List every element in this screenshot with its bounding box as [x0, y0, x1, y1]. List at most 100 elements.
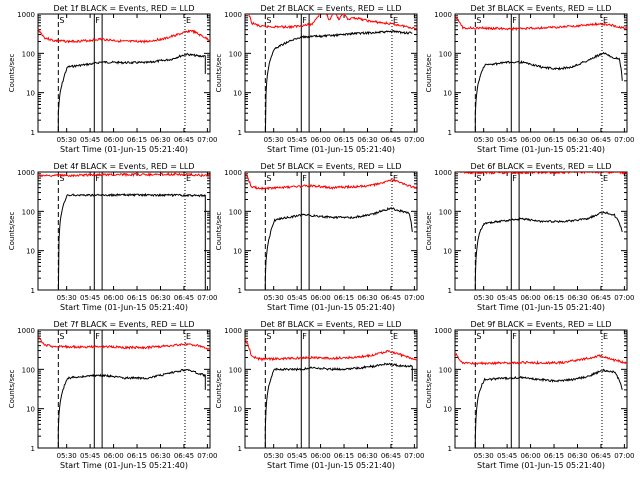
y-tick-label: 1000 [434, 169, 452, 177]
x-tick-label: 06:15 [334, 452, 354, 460]
panel-det-2: Det 2f BLACK = Events, RED = LLD 05:30 05:… [215, 4, 424, 154]
y-tick-label: 10 [233, 90, 242, 98]
series-lld [38, 28, 210, 44]
marker-label-e: E [603, 16, 608, 25]
x-tick-label: 06:30 [357, 452, 377, 460]
x-tick-label: 06:00 [520, 136, 540, 144]
x-tick-label: 06:00 [310, 136, 330, 144]
panel-title: Det 3f BLACK = Events, RED = LLD [470, 4, 611, 13]
x-tick-label: 05:30 [264, 136, 284, 144]
panel-title: Det 9f BLACK = Events, RED = LLD [470, 320, 611, 329]
series-lld [38, 336, 210, 351]
x-tick-label: 07:00 [404, 294, 424, 302]
x-tick-label: 06:45 [591, 136, 611, 144]
x-tick-label: 06:45 [381, 136, 401, 144]
x-tick-label: 06:45 [381, 452, 401, 460]
marker-label-f: F [302, 332, 307, 341]
y-tick-label: 1000 [434, 327, 452, 335]
series-events [264, 29, 413, 132]
x-tick-label: 06:15 [544, 136, 564, 144]
x-tick-label: 05:30 [264, 294, 284, 302]
x-tick-label: 07:00 [404, 136, 424, 144]
x-axis-label: Start Time (01-Jun-15 05:21:40) [60, 303, 188, 312]
marker-label-s: S [59, 332, 64, 341]
y-tick-label: 10 [443, 248, 452, 256]
x-tick-label: 06:15 [334, 136, 354, 144]
x-tick-label: 05:45 [497, 136, 517, 144]
x-tick-label: 06:45 [591, 452, 611, 460]
series-events [474, 51, 623, 132]
axes-frame [454, 171, 628, 291]
series-lld [245, 337, 417, 362]
axes-frame [454, 13, 628, 133]
series-events [57, 192, 206, 290]
y-axis-label: Counts/sec [425, 370, 433, 409]
x-axis-label: Start Time (01-Jun-15 05:21:40) [267, 461, 395, 470]
x-tick-label: 06:00 [103, 136, 123, 144]
y-axis-label: Counts/sec [215, 54, 223, 93]
x-tick-label: 06:00 [310, 294, 330, 302]
marker-label-e: E [393, 332, 398, 341]
y-tick-label: 1000 [434, 11, 452, 19]
y-tick-label: 1 [448, 129, 452, 137]
y-tick-label: 10 [26, 406, 35, 414]
x-tick-label: 06:15 [334, 294, 354, 302]
y-tick-label: 1000 [224, 327, 242, 335]
x-tick-label: 05:45 [80, 452, 100, 460]
marker-label-s: S [476, 174, 481, 183]
x-tick-label: 05:45 [497, 294, 517, 302]
x-tick-label: 07:00 [614, 452, 634, 460]
x-tick-label: 06:15 [127, 136, 147, 144]
x-tick-label: 06:00 [520, 294, 540, 302]
x-axis-label: Start Time (01-Jun-15 05:21:40) [60, 145, 188, 154]
panel-title: Det 2f BLACK = Events, RED = LLD [260, 4, 401, 13]
axes-frame [244, 13, 418, 133]
marker-label-e: E [186, 174, 191, 183]
marker-label-f: F [302, 16, 307, 25]
marker-label-f: F [95, 332, 100, 341]
y-tick-label: 100 [439, 366, 452, 374]
marker-label-e: E [186, 332, 191, 341]
axes-frame [37, 13, 211, 133]
marker-label-s: S [266, 174, 271, 183]
x-tick-label: 06:30 [150, 136, 170, 144]
panel-det-7: Det 7f BLACK = Events, RED = LLD 05:30 05:… [8, 320, 217, 470]
y-tick-label: 10 [443, 406, 452, 414]
y-tick-label: 10 [26, 90, 35, 98]
x-tick-label: 05:30 [474, 294, 494, 302]
x-tick-label: 06:30 [150, 294, 170, 302]
x-tick-label: 06:00 [310, 452, 330, 460]
y-tick-label: 1 [31, 129, 35, 137]
marker-label-f: F [302, 174, 307, 183]
x-tick-label: 07:00 [197, 294, 217, 302]
y-tick-label: 1 [238, 445, 242, 453]
y-tick-label: 10 [26, 248, 35, 256]
y-tick-label: 100 [439, 208, 452, 216]
series-lld [455, 15, 627, 32]
y-tick-label: 1 [31, 445, 35, 453]
marker-label-s: S [59, 16, 64, 25]
panel-title: Det 1f BLACK = Events, RED = LLD [53, 4, 194, 13]
y-tick-label: 1000 [17, 169, 35, 177]
series-events [474, 368, 623, 448]
axes-frame [244, 329, 418, 449]
x-tick-label: 07:00 [404, 452, 424, 460]
marker-label-f: F [512, 332, 517, 341]
x-axis-label: Start Time (01-Jun-15 05:21:40) [267, 145, 395, 154]
y-tick-label: 10 [443, 90, 452, 98]
y-axis-label: Counts/sec [215, 212, 223, 251]
x-tick-label: 06:45 [174, 294, 194, 302]
marker-label-e: E [603, 332, 608, 341]
marker-label-f: F [512, 16, 517, 25]
panel-title: Det 6f BLACK = Events, RED = LLD [470, 162, 611, 171]
x-tick-label: 06:15 [127, 294, 147, 302]
marker-label-f: F [95, 174, 100, 183]
panel-title: Det 4f BLACK = Events, RED = LLD [53, 162, 194, 171]
x-tick-label: 06:00 [103, 452, 123, 460]
series-events [474, 211, 623, 290]
x-tick-label: 05:45 [287, 294, 307, 302]
panel-det-9: Det 9f BLACK = Events, RED = LLD 05:30 05:… [425, 320, 634, 470]
x-tick-label: 06:15 [544, 452, 564, 460]
x-tick-label: 06:30 [357, 136, 377, 144]
